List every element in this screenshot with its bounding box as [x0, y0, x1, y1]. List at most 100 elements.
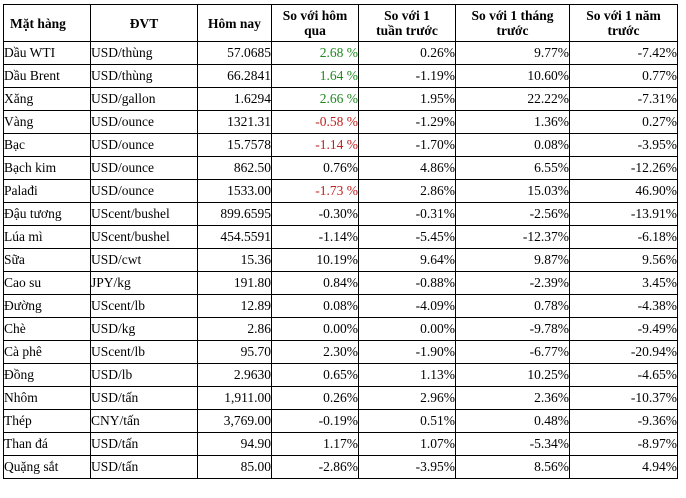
- cell-today: 454.5591: [197, 225, 272, 249]
- cell-unit: UScent/bushel: [90, 225, 198, 249]
- cell-vs-yesterday: 1.17%: [271, 432, 359, 456]
- table-row: Quặng sắt USD/tấn 85.00 -2.86% -3.95% 8.56% 4.…: [3, 455, 678, 479]
- cell-item: Đường: [3, 294, 91, 318]
- cell-vs-yesterday: 0.26%: [271, 386, 359, 410]
- cell-item: Lúa mì: [3, 225, 91, 249]
- table-row: Vàng USD/ounce 1321.31 -0.58 % -1.29% 1.36% 0.…: [3, 110, 678, 134]
- cell-vs-year: -8.97%: [569, 432, 678, 456]
- table-row: Chè USD/kg 2.86 0.00% 0.00% -9.78% -9.49%: [3, 317, 678, 341]
- cell-unit: CNY/tấn: [90, 409, 198, 433]
- cell-item: Palađi: [3, 179, 91, 203]
- cell-vs-week: 1.13%: [358, 363, 456, 387]
- table-row: Cao su JPY/kg 191.80 0.84% -0.88% -2.39% 3.45%: [3, 271, 678, 295]
- cell-unit: JPY/kg: [90, 271, 198, 295]
- cell-vs-year: -7.31%: [569, 87, 678, 111]
- table-header-row: Mặt hàng ĐVT Hôm nay So với hôm qua So vớ…: [3, 4, 678, 42]
- cell-vs-yesterday: 0.00%: [271, 317, 359, 341]
- cell-unit: USD/ounce: [90, 133, 198, 157]
- cell-vs-year: -12.26%: [569, 156, 678, 180]
- header-vs-month: So với 1 tháng trước: [455, 4, 570, 42]
- table-row: Than đá USD/tấn 94.90 1.17% 1.07% -5.34% -8.97…: [3, 432, 678, 456]
- cell-vs-yesterday: -2.86%: [271, 455, 359, 479]
- cell-today: 862.50: [197, 156, 272, 180]
- header-item: Mặt hàng: [3, 4, 91, 42]
- cell-vs-month: -6.77%: [455, 340, 570, 364]
- cell-item: Vàng: [3, 110, 91, 134]
- cell-vs-week: 1.95%: [358, 87, 456, 111]
- cell-vs-year: -13.91%: [569, 202, 678, 226]
- cell-vs-week: -0.31%: [358, 202, 456, 226]
- cell-vs-week: -5.45%: [358, 225, 456, 249]
- table-row: Thép CNY/tấn 3,769.00 -0.19% 0.51% 0.48% -9.36…: [3, 409, 678, 433]
- cell-vs-month: -9.78%: [455, 317, 570, 341]
- cell-vs-month: -2.39%: [455, 271, 570, 295]
- cell-vs-year: -20.94%: [569, 340, 678, 364]
- cell-unit: USD/ounce: [90, 156, 198, 180]
- cell-vs-week: -1.70%: [358, 133, 456, 157]
- cell-today: 191.80: [197, 271, 272, 295]
- cell-today: 1321.31: [197, 110, 272, 134]
- table-row: Nhôm USD/tấn 1,911.00 0.26% 2.96% 2.36% -10.37…: [3, 386, 678, 410]
- cell-vs-year: -4.65%: [569, 363, 678, 387]
- cell-item: Bạc: [3, 133, 91, 157]
- cell-vs-month: -5.34%: [455, 432, 570, 456]
- cell-item: Dầu WTI: [3, 41, 91, 65]
- cell-vs-week: -1.19%: [358, 64, 456, 88]
- cell-item: Xăng: [3, 87, 91, 111]
- table-row: Đồng USD/lb 2.9630 0.65% 1.13% 10.25% -4.65%: [3, 363, 678, 387]
- table-row: Dầu Brent USD/thùng 66.2841 1.64 % -1.19% 10.…: [3, 64, 678, 88]
- cell-vs-month: 6.55%: [455, 156, 570, 180]
- header-vs-year: So với 1 năm trước: [569, 4, 678, 42]
- cell-today: 94.90: [197, 432, 272, 456]
- cell-unit: USD/tấn: [90, 386, 198, 410]
- cell-vs-yesterday: 0.65%: [271, 363, 359, 387]
- cell-today: 2.86: [197, 317, 272, 341]
- cell-vs-year: -9.49%: [569, 317, 678, 341]
- cell-item: Than đá: [3, 432, 91, 456]
- cell-vs-yesterday: -1.73 %: [271, 179, 359, 203]
- table-row: Đậu tương UScent/bushel 899.6595 -0.30% -0.3…: [3, 202, 678, 226]
- cell-item: Đồng: [3, 363, 91, 387]
- cell-vs-year: 9.56%: [569, 248, 678, 272]
- cell-unit: USD/ounce: [90, 179, 198, 203]
- header-vs-week: So với 1 tuần trước: [358, 4, 456, 42]
- cell-today: 15.36: [197, 248, 272, 272]
- cell-vs-yesterday: 0.08%: [271, 294, 359, 318]
- cell-today: 57.0685: [197, 41, 272, 65]
- cell-vs-year: -3.95%: [569, 133, 678, 157]
- cell-vs-yesterday: 2.68 %: [271, 41, 359, 65]
- cell-vs-year: -7.42%: [569, 41, 678, 65]
- cell-vs-week: 0.51%: [358, 409, 456, 433]
- cell-vs-month: 0.48%: [455, 409, 570, 433]
- cell-vs-week: 2.96%: [358, 386, 456, 410]
- cell-unit: USD/tấn: [90, 455, 198, 479]
- cell-unit: USD/cwt: [90, 248, 198, 272]
- cell-today: 1,911.00: [197, 386, 272, 410]
- cell-vs-year: 0.27%: [569, 110, 678, 134]
- cell-vs-week: -0.88%: [358, 271, 456, 295]
- cell-unit: USD/gallon: [90, 87, 198, 111]
- cell-vs-week: 1.07%: [358, 432, 456, 456]
- table-row: Đường UScent/lb 12.89 0.08% -4.09% 0.78% -4.38…: [3, 294, 678, 318]
- cell-item: Cao su: [3, 271, 91, 295]
- table-row: Dầu WTI USD/thùng 57.0685 2.68 % 0.26% 9.77% -…: [3, 41, 678, 65]
- cell-unit: USD/thùng: [90, 64, 198, 88]
- cell-unit: USD/kg: [90, 317, 198, 341]
- cell-unit: USD/thùng: [90, 41, 198, 65]
- cell-vs-year: -4.38%: [569, 294, 678, 318]
- cell-today: 3,769.00: [197, 409, 272, 433]
- header-vs-yesterday: So với hôm qua: [271, 4, 359, 42]
- cell-vs-week: -3.95%: [358, 455, 456, 479]
- cell-vs-yesterday: 2.30%: [271, 340, 359, 364]
- cell-item: Đậu tương: [3, 202, 91, 226]
- cell-vs-month: 1.36%: [455, 110, 570, 134]
- cell-vs-yesterday: -0.58 %: [271, 110, 359, 134]
- cell-vs-yesterday: 0.84%: [271, 271, 359, 295]
- cell-vs-yesterday: -1.14 %: [271, 133, 359, 157]
- cell-vs-month: 0.78%: [455, 294, 570, 318]
- table-body: Dầu WTI USD/thùng 57.0685 2.68 % 0.26% 9.77% -…: [3, 41, 678, 479]
- cell-today: 12.89: [197, 294, 272, 318]
- cell-vs-month: 22.22%: [455, 87, 570, 111]
- cell-vs-month: 10.60%: [455, 64, 570, 88]
